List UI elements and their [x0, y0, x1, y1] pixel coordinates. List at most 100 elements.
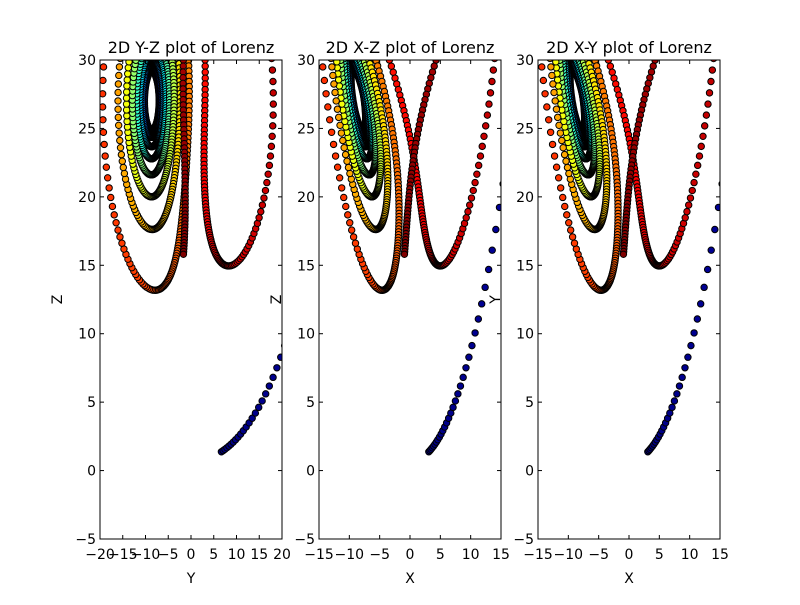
scatter-point	[329, 140, 338, 149]
scatter-point	[693, 315, 702, 323]
scatter-point	[269, 89, 277, 97]
scatter-point	[449, 403, 457, 412]
scatter-point	[255, 214, 263, 222]
scatter-point	[466, 201, 474, 209]
scatter-point	[675, 382, 684, 390]
scatter-point	[488, 77, 496, 86]
scatter-point	[255, 403, 263, 412]
scatter-point	[101, 152, 109, 160]
scatter-point	[329, 71, 337, 80]
scatter-point	[100, 116, 107, 124]
scatter-point	[467, 194, 476, 202]
scatter-point	[265, 161, 274, 170]
scatter-point	[123, 76, 131, 84]
scatter-point	[332, 97, 340, 105]
scatter-point	[263, 178, 271, 187]
scatter-point	[100, 103, 107, 111]
scatter-point	[687, 341, 695, 350]
scatter-point	[269, 111, 277, 119]
x-tick-label: −5	[369, 547, 390, 563]
scatter-point	[464, 207, 472, 216]
scatter-point	[566, 226, 575, 234]
scatter-point	[327, 128, 336, 137]
y-tick-label: 10	[78, 327, 96, 343]
y-tick-label: 0	[87, 464, 96, 480]
y-tick-label: 30	[516, 53, 534, 69]
scatter-point	[102, 163, 111, 171]
scatter-point	[681, 364, 689, 372]
scatter-point	[678, 373, 686, 382]
scatter-point	[336, 121, 344, 130]
scatter-point	[115, 63, 124, 71]
scatter-point	[707, 77, 715, 86]
scatter-point	[482, 122, 490, 130]
scatter-point	[115, 71, 123, 80]
scatter-point	[331, 152, 340, 160]
scatter-point	[100, 90, 107, 98]
scatter-point	[547, 63, 555, 71]
scatter-point	[711, 225, 719, 234]
chart-title: 2D X-Y plot of Lorenz	[546, 38, 712, 57]
scatter-point	[333, 163, 342, 171]
scatter-point	[114, 121, 123, 130]
y-tick-label: 5	[525, 395, 534, 411]
scatter-point	[277, 353, 282, 361]
scatter-point	[473, 170, 481, 178]
scatter-point	[483, 111, 492, 119]
x-axis-label: Y	[186, 571, 196, 587]
x-tick-label: −15	[523, 547, 553, 563]
x-tick-label: −5	[588, 547, 609, 563]
y-axis-label: Y	[488, 295, 504, 305]
scatter-point	[563, 211, 571, 219]
scatter-point	[116, 233, 124, 241]
scatter-point	[326, 116, 334, 124]
x-tick-label: −20	[85, 547, 115, 563]
scatter-point	[114, 105, 122, 113]
scatter-point	[120, 169, 129, 178]
scatter-point	[265, 382, 274, 390]
scatter-point	[105, 184, 113, 192]
y-tick-label: 20	[516, 190, 534, 206]
y-axis-label: Z	[50, 295, 66, 305]
scatter-point	[454, 390, 462, 398]
scatter-point	[673, 390, 681, 398]
scatter-point	[492, 225, 500, 234]
scatter-point	[474, 161, 483, 170]
scatter-point	[550, 88, 558, 97]
scatter-point	[387, 62, 396, 70]
y-tick-label: 20	[78, 190, 96, 206]
scatter-point	[320, 76, 329, 85]
y-tick-label: 0	[525, 464, 534, 480]
scatter-point	[568, 233, 577, 241]
y-tick-label: 10	[516, 327, 534, 343]
x-tick-label: 15	[492, 547, 510, 563]
x-tick-label: 0	[625, 547, 634, 563]
scatter-point	[670, 397, 679, 405]
scatter-point	[125, 60, 133, 66]
scatter-point	[349, 233, 358, 241]
x-tick-label: −10	[131, 547, 161, 563]
scatter-point	[560, 150, 569, 159]
scatter-point	[122, 100, 131, 108]
scatter-point	[273, 364, 281, 372]
scatter-point	[690, 178, 698, 187]
scatter-point	[552, 60, 560, 66]
scatter-point	[570, 239, 579, 247]
scatter-point	[100, 76, 107, 85]
x-tick-label: 15	[250, 547, 268, 563]
scatter-point	[267, 142, 276, 151]
y-tick-label: 20	[297, 190, 315, 206]
x-tick-label: −10	[335, 547, 365, 563]
scatter-point	[123, 82, 131, 90]
scatter-point	[474, 315, 483, 323]
scatter-point	[400, 250, 409, 258]
y-tick-label: −5	[294, 532, 315, 548]
scatter-point	[546, 128, 555, 137]
scatter-point	[707, 246, 715, 254]
scatter-point	[485, 100, 493, 108]
y-tick-label: −5	[513, 532, 534, 548]
scatter-point	[565, 219, 573, 227]
